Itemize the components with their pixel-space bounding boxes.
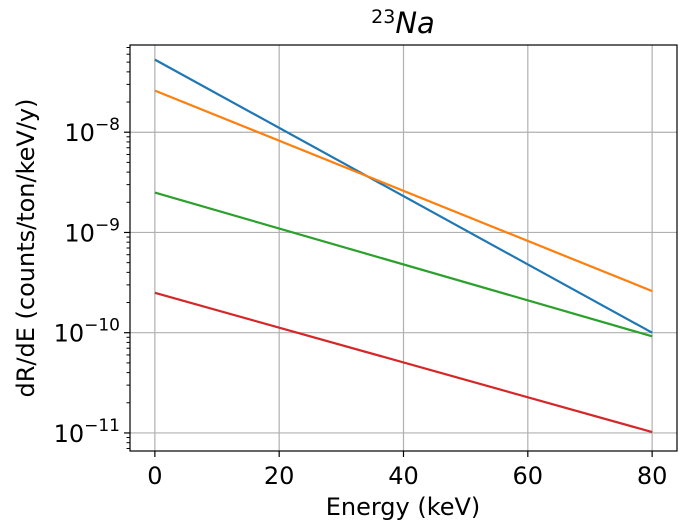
x-tick-label: 0 [147,462,162,490]
x-axis-label: Energy (keV) [326,493,481,521]
y-tick-label-exponent: −9 [95,215,120,235]
chart-title-superscript: 23 [371,6,395,28]
chart-title-main: Na [395,6,434,40]
grid [130,45,677,451]
y-tick-label: 10−8 [64,115,120,147]
series-line-green [154,191,653,338]
y-tick-label: 10−10 [54,316,120,348]
y-tick-label-exponent: −11 [84,416,120,436]
series-line-red [154,291,653,434]
y-tick-label-base: 10 [64,219,95,247]
chart-title: 23Na [371,6,435,40]
x-axis: 0 20 40 60 80 [147,451,667,490]
x-tick-label: 40 [388,462,419,490]
y-tick-label-exponent: −8 [95,115,120,135]
series-line-orange [154,89,653,293]
y-axis-label: dR/dE (counts/ton/keV/y) [12,99,40,398]
y-tick-label-base: 10 [64,119,95,147]
y-tick-label-exponent: −10 [84,316,120,336]
x-tick-label: 20 [264,462,295,490]
y-tick-label: 10−11 [54,416,120,448]
y-tick-label: 10−9 [64,215,120,247]
series-line-blue [154,58,653,334]
x-tick-label: 80 [637,462,668,490]
y-tick-label-base: 10 [54,320,85,348]
x-tick-label: 60 [513,462,544,490]
series-group [154,58,653,434]
y-tick-label-base: 10 [54,420,85,448]
